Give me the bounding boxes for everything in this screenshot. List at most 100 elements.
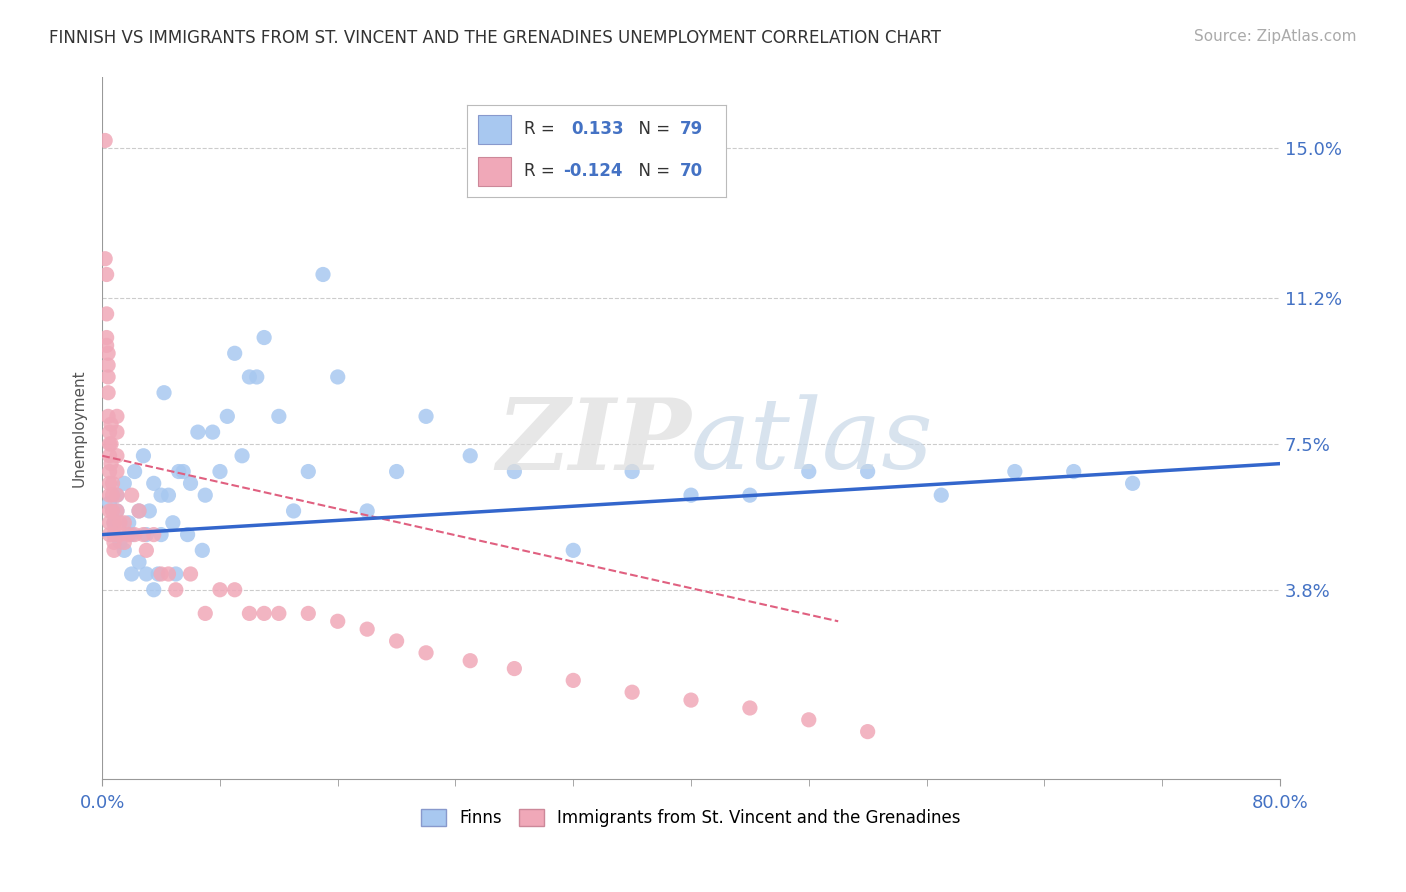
Point xyxy=(105,409,128,424)
Point xyxy=(94,134,117,148)
Point xyxy=(172,465,194,479)
Point xyxy=(146,566,169,581)
Point xyxy=(856,724,879,739)
Text: Source: ZipAtlas.com: Source: ZipAtlas.com xyxy=(1194,29,1357,44)
Point xyxy=(112,535,135,549)
Point xyxy=(124,465,146,479)
Point xyxy=(98,476,121,491)
Point xyxy=(385,634,408,648)
Point xyxy=(103,535,125,549)
Point xyxy=(96,268,118,282)
Point xyxy=(621,685,644,699)
Point xyxy=(385,465,408,479)
Point xyxy=(297,607,319,621)
Point xyxy=(142,582,165,597)
Point xyxy=(194,488,217,502)
Point xyxy=(201,425,224,439)
Point xyxy=(180,476,202,491)
Point xyxy=(100,437,122,451)
Point xyxy=(112,543,135,558)
Y-axis label: Unemployment: Unemployment xyxy=(72,369,86,487)
Point xyxy=(135,543,157,558)
Point xyxy=(224,346,246,360)
Point xyxy=(238,370,260,384)
Point xyxy=(100,417,122,432)
Point xyxy=(562,543,585,558)
Point xyxy=(326,370,349,384)
Point xyxy=(217,409,239,424)
Point xyxy=(312,268,335,282)
Point xyxy=(238,607,260,621)
Point xyxy=(108,516,131,530)
Point xyxy=(98,449,121,463)
Point xyxy=(1004,465,1026,479)
Point xyxy=(415,646,437,660)
Point xyxy=(135,527,157,541)
Point xyxy=(103,516,125,530)
Point xyxy=(415,409,437,424)
Point xyxy=(929,488,952,502)
Point xyxy=(97,370,120,384)
Point xyxy=(101,488,124,502)
Point xyxy=(96,338,118,352)
Point xyxy=(297,465,319,479)
Point xyxy=(97,385,120,400)
Text: ZIP: ZIP xyxy=(496,394,690,491)
Point xyxy=(679,488,702,502)
Point xyxy=(187,425,209,439)
Point xyxy=(1063,465,1085,479)
Point xyxy=(191,543,214,558)
Point xyxy=(118,527,141,541)
Text: FINNISH VS IMMIGRANTS FROM ST. VINCENT AND THE GRENADINES UNEMPLOYMENT CORRELATI: FINNISH VS IMMIGRANTS FROM ST. VINCENT A… xyxy=(49,29,941,46)
Point xyxy=(97,358,120,372)
Point xyxy=(165,582,187,597)
Point xyxy=(856,465,879,479)
Point xyxy=(98,425,121,439)
Point xyxy=(105,449,128,463)
Point xyxy=(98,437,121,451)
Point xyxy=(112,476,135,491)
Point xyxy=(176,527,198,541)
Point xyxy=(356,622,378,636)
Point xyxy=(356,504,378,518)
Point xyxy=(98,496,121,510)
Point xyxy=(194,607,217,621)
Point xyxy=(105,504,128,518)
Point xyxy=(738,701,761,715)
Point xyxy=(94,252,117,266)
Point xyxy=(283,504,305,518)
Point xyxy=(97,346,120,360)
Point xyxy=(458,654,481,668)
Point xyxy=(101,476,124,491)
Point xyxy=(96,307,118,321)
Point xyxy=(97,409,120,424)
Point xyxy=(180,566,202,581)
Point xyxy=(621,465,644,479)
Point xyxy=(142,476,165,491)
Point xyxy=(103,543,125,558)
Point xyxy=(253,330,276,344)
Point xyxy=(157,488,180,502)
Point xyxy=(267,607,290,621)
Point xyxy=(105,425,128,439)
Point xyxy=(105,504,128,518)
Point xyxy=(103,527,125,541)
Point xyxy=(101,504,124,518)
Point xyxy=(167,465,190,479)
Point xyxy=(458,449,481,463)
Point xyxy=(150,566,173,581)
Point xyxy=(797,465,820,479)
Point xyxy=(253,607,276,621)
Point xyxy=(98,504,121,518)
Point xyxy=(153,385,176,400)
Point xyxy=(246,370,269,384)
Point xyxy=(128,504,150,518)
Point xyxy=(224,582,246,597)
Legend: Finns, Immigrants from St. Vincent and the Grenadines: Finns, Immigrants from St. Vincent and t… xyxy=(415,802,967,834)
Point xyxy=(562,673,585,688)
Point xyxy=(150,527,173,541)
Point xyxy=(121,488,143,502)
Point xyxy=(98,465,121,479)
Point xyxy=(103,516,125,530)
Point xyxy=(112,516,135,530)
